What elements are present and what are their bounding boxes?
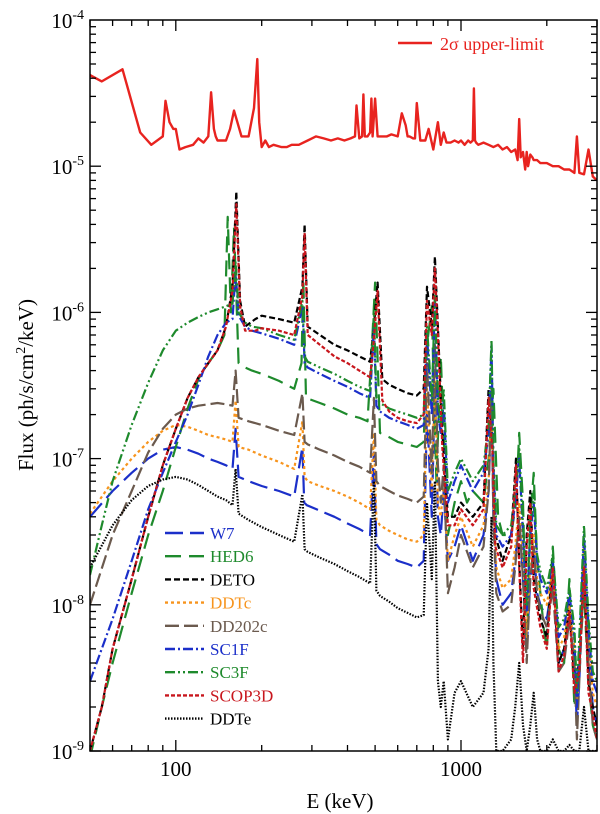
series-line-ddtc [90,369,597,709]
plot-border [89,19,598,752]
y-tick-label: 10-7 [51,447,84,472]
x-axis-label: E (keV) [306,789,373,813]
legend-label-dd202c: DD202c [210,617,268,636]
y-tick-label-base: 10 [51,9,72,33]
y-tick-label: 10-4 [51,8,84,33]
legend-label-ddte: DDTe [210,710,251,729]
y-axis-label: Flux (ph/s/cm2/keV) [14,299,38,471]
y-tick-label-base: 10 [51,740,72,764]
y-tick-label: 10-5 [51,154,84,179]
y-tick-label-base: 10 [51,448,72,472]
plot-frame [89,19,598,752]
y-tick-label: 10-6 [51,300,84,325]
series-layer [90,57,597,751]
legend-label-upper-limit: 2σ upper-limit [440,34,544,54]
y-axis-label-main: Flux (ph/s/cm [14,354,38,471]
legend-label-deto: DETO [210,570,255,589]
series-line-ddte [90,467,597,751]
y-axis-label-end: /keV) [14,299,38,347]
x-tick-label: 1000 [440,757,482,781]
y-tick-label-exponent: -6 [72,300,84,315]
legend-label-w7: W7 [210,524,235,543]
legend-label-scop3d: SCOP3D [210,686,273,705]
y-tick-label-base: 10 [51,594,72,618]
y-tick-label-exponent: -5 [72,154,84,169]
x-tick-label: 100 [160,757,192,781]
upper-limit-line [90,57,597,182]
y-tick-label: 10-8 [51,593,84,618]
y-tick-label-base: 10 [51,301,72,325]
y-tick-label-exponent: -8 [72,593,84,608]
y-axis-label-superscript: 2 [14,347,29,354]
y-tick-label-exponent: -4 [72,8,84,23]
y-tick-label: 10-9 [51,739,84,764]
series-line-deto [90,190,597,751]
y-tick-label-base: 10 [51,155,72,179]
axis-labels: E (keV) Flux (ph/s/cm2/keV) [14,299,374,813]
legend: 2σ upper-limit W7 HED6 DETO DDTc DD202c SC1F SC… [165,34,544,729]
legend-label-sc3f: SC3F [210,663,249,682]
series-line-dd202c [90,343,597,741]
y-tick-label-exponent: -7 [72,447,84,462]
legend-label-sc1f: SC1F [210,640,249,659]
series-line-scop3d [90,203,597,751]
y-tick-label-exponent: -9 [72,739,84,754]
legend-label-hed6: HED6 [210,547,253,566]
legend-label-ddtc: DDTc [210,594,252,613]
